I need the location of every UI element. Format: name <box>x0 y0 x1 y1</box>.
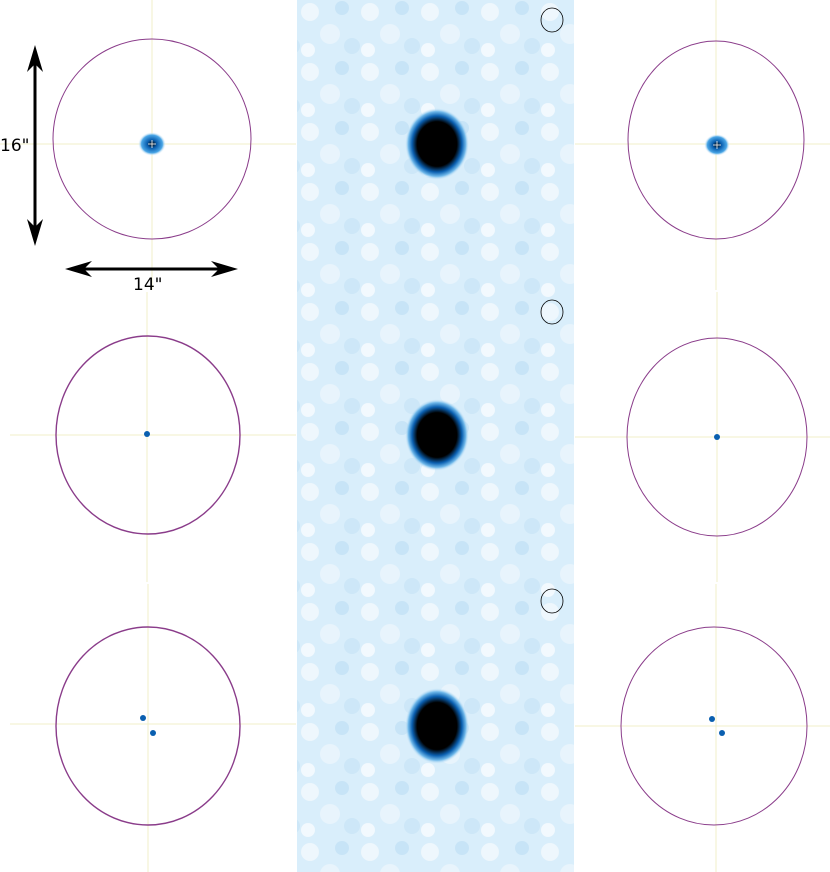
horizontal-scale-label: 14" <box>133 275 162 295</box>
aperture-ring <box>55 626 241 826</box>
point-source-a <box>709 716 715 722</box>
aperture-ring <box>52 38 252 240</box>
aperture-ring <box>626 337 808 537</box>
point-source-b <box>719 730 725 736</box>
right-panel-row-1 <box>575 0 830 290</box>
point-source <box>714 434 720 440</box>
scale-bar-vertical: 16" <box>0 45 43 246</box>
left-panel-row-1 <box>0 0 296 290</box>
point-source-a <box>140 715 146 721</box>
beam-ellipse <box>540 299 564 325</box>
center-panel-row-3 <box>297 582 574 872</box>
aperture-ring <box>627 40 805 240</box>
left-column <box>0 0 296 872</box>
point-source <box>144 431 150 437</box>
scale-bar-horizontal: 14" <box>65 261 238 295</box>
left-panel-row-2 <box>10 292 296 582</box>
aperture-ring <box>620 626 808 826</box>
right-panel-row-3 <box>575 584 830 872</box>
arrow-head-up-icon <box>27 45 43 72</box>
center-panel-row-2 <box>297 291 574 582</box>
center-column <box>297 0 574 872</box>
arrow-head-down-icon <box>27 219 43 246</box>
arrow-head-left-icon <box>65 261 92 277</box>
right-panel-row-2 <box>575 292 830 582</box>
beam-ellipse <box>540 588 564 614</box>
center-panel-row-1 <box>297 0 574 291</box>
point-source-b <box>150 730 156 736</box>
aperture-ring <box>55 335 241 535</box>
arrow-head-right-icon <box>211 261 238 277</box>
source-blob <box>405 108 469 180</box>
right-column <box>575 0 830 872</box>
source-blob <box>405 688 469 764</box>
left-panel-row-3 <box>10 584 296 872</box>
vertical-scale-label: 16" <box>0 136 29 156</box>
beam-ellipse <box>540 7 564 33</box>
source-blob <box>405 399 469 471</box>
